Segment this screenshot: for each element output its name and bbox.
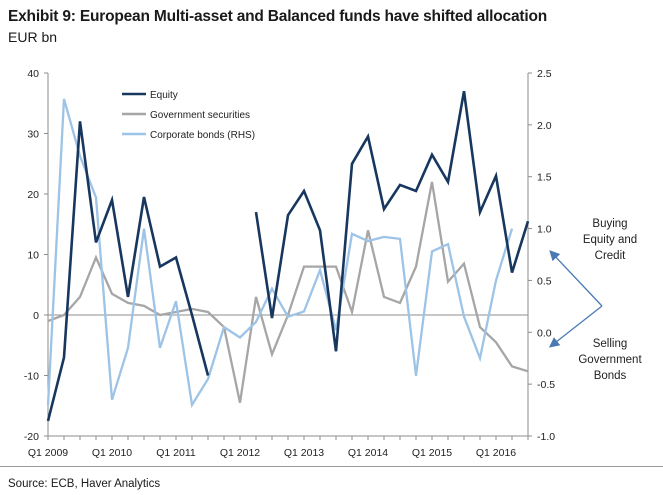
- legend-label-government: Government securities: [150, 110, 250, 121]
- x-tick-label: Q1 2010: [92, 447, 132, 459]
- series-line-equity: [46, 90, 530, 422]
- x-tick-label: Q1 2011: [156, 447, 196, 459]
- left-tick-label: -20: [24, 431, 39, 443]
- right-tick-label: 2.0: [537, 120, 552, 132]
- annotation-text: Bonds: [594, 370, 627, 382]
- series-line-corporate: [46, 98, 514, 409]
- chart-subtitle: EUR bn: [8, 29, 58, 45]
- x-tick-label: Q1 2012: [220, 447, 260, 459]
- legend-label-corporate: Corporate bonds (RHS): [150, 130, 255, 141]
- annotation-text: Equity and: [583, 234, 637, 246]
- annotation-arrow-up: [549, 250, 603, 307]
- x-tick-label: Q1 2014: [348, 447, 388, 459]
- right-tick-label: 0.5: [537, 275, 552, 287]
- annotation-text: Buying: [592, 218, 627, 230]
- annotation-arrow-down: [548, 305, 603, 348]
- legend-label-equity: Equity: [150, 90, 178, 101]
- left-tick-label: 0: [33, 310, 39, 322]
- footer-rule: [0, 466, 663, 467]
- right-tick-label: 1.5: [537, 172, 552, 184]
- chart-title: Exhibit 9: European Multi-asset and Bala…: [8, 8, 547, 25]
- x-tick-label: Q1 2015: [412, 447, 452, 459]
- x-tick-label: Q1 2016: [476, 447, 516, 459]
- left-tick-label: 20: [27, 189, 39, 201]
- left-tick-label: 40: [27, 68, 39, 80]
- annotation-text: Selling: [593, 338, 628, 350]
- right-tick-label: 0.0: [537, 327, 552, 339]
- right-tick-label: -1.0: [537, 431, 555, 443]
- x-tick-label: Q1 2013: [284, 447, 324, 459]
- right-tick-label: -0.5: [537, 379, 555, 391]
- left-tick-label: -10: [24, 371, 39, 383]
- annotation-text: Credit: [595, 250, 626, 262]
- x-tick-label: Q1 2009: [28, 447, 68, 459]
- annotation-text: Government: [578, 354, 642, 366]
- right-tick-label: 2.5: [537, 68, 552, 80]
- left-tick-label: 10: [27, 250, 39, 262]
- right-tick-label: 1.0: [537, 224, 552, 236]
- source-note: Source: ECB, Haver Analytics: [8, 478, 161, 490]
- left-tick-label: 30: [27, 129, 39, 141]
